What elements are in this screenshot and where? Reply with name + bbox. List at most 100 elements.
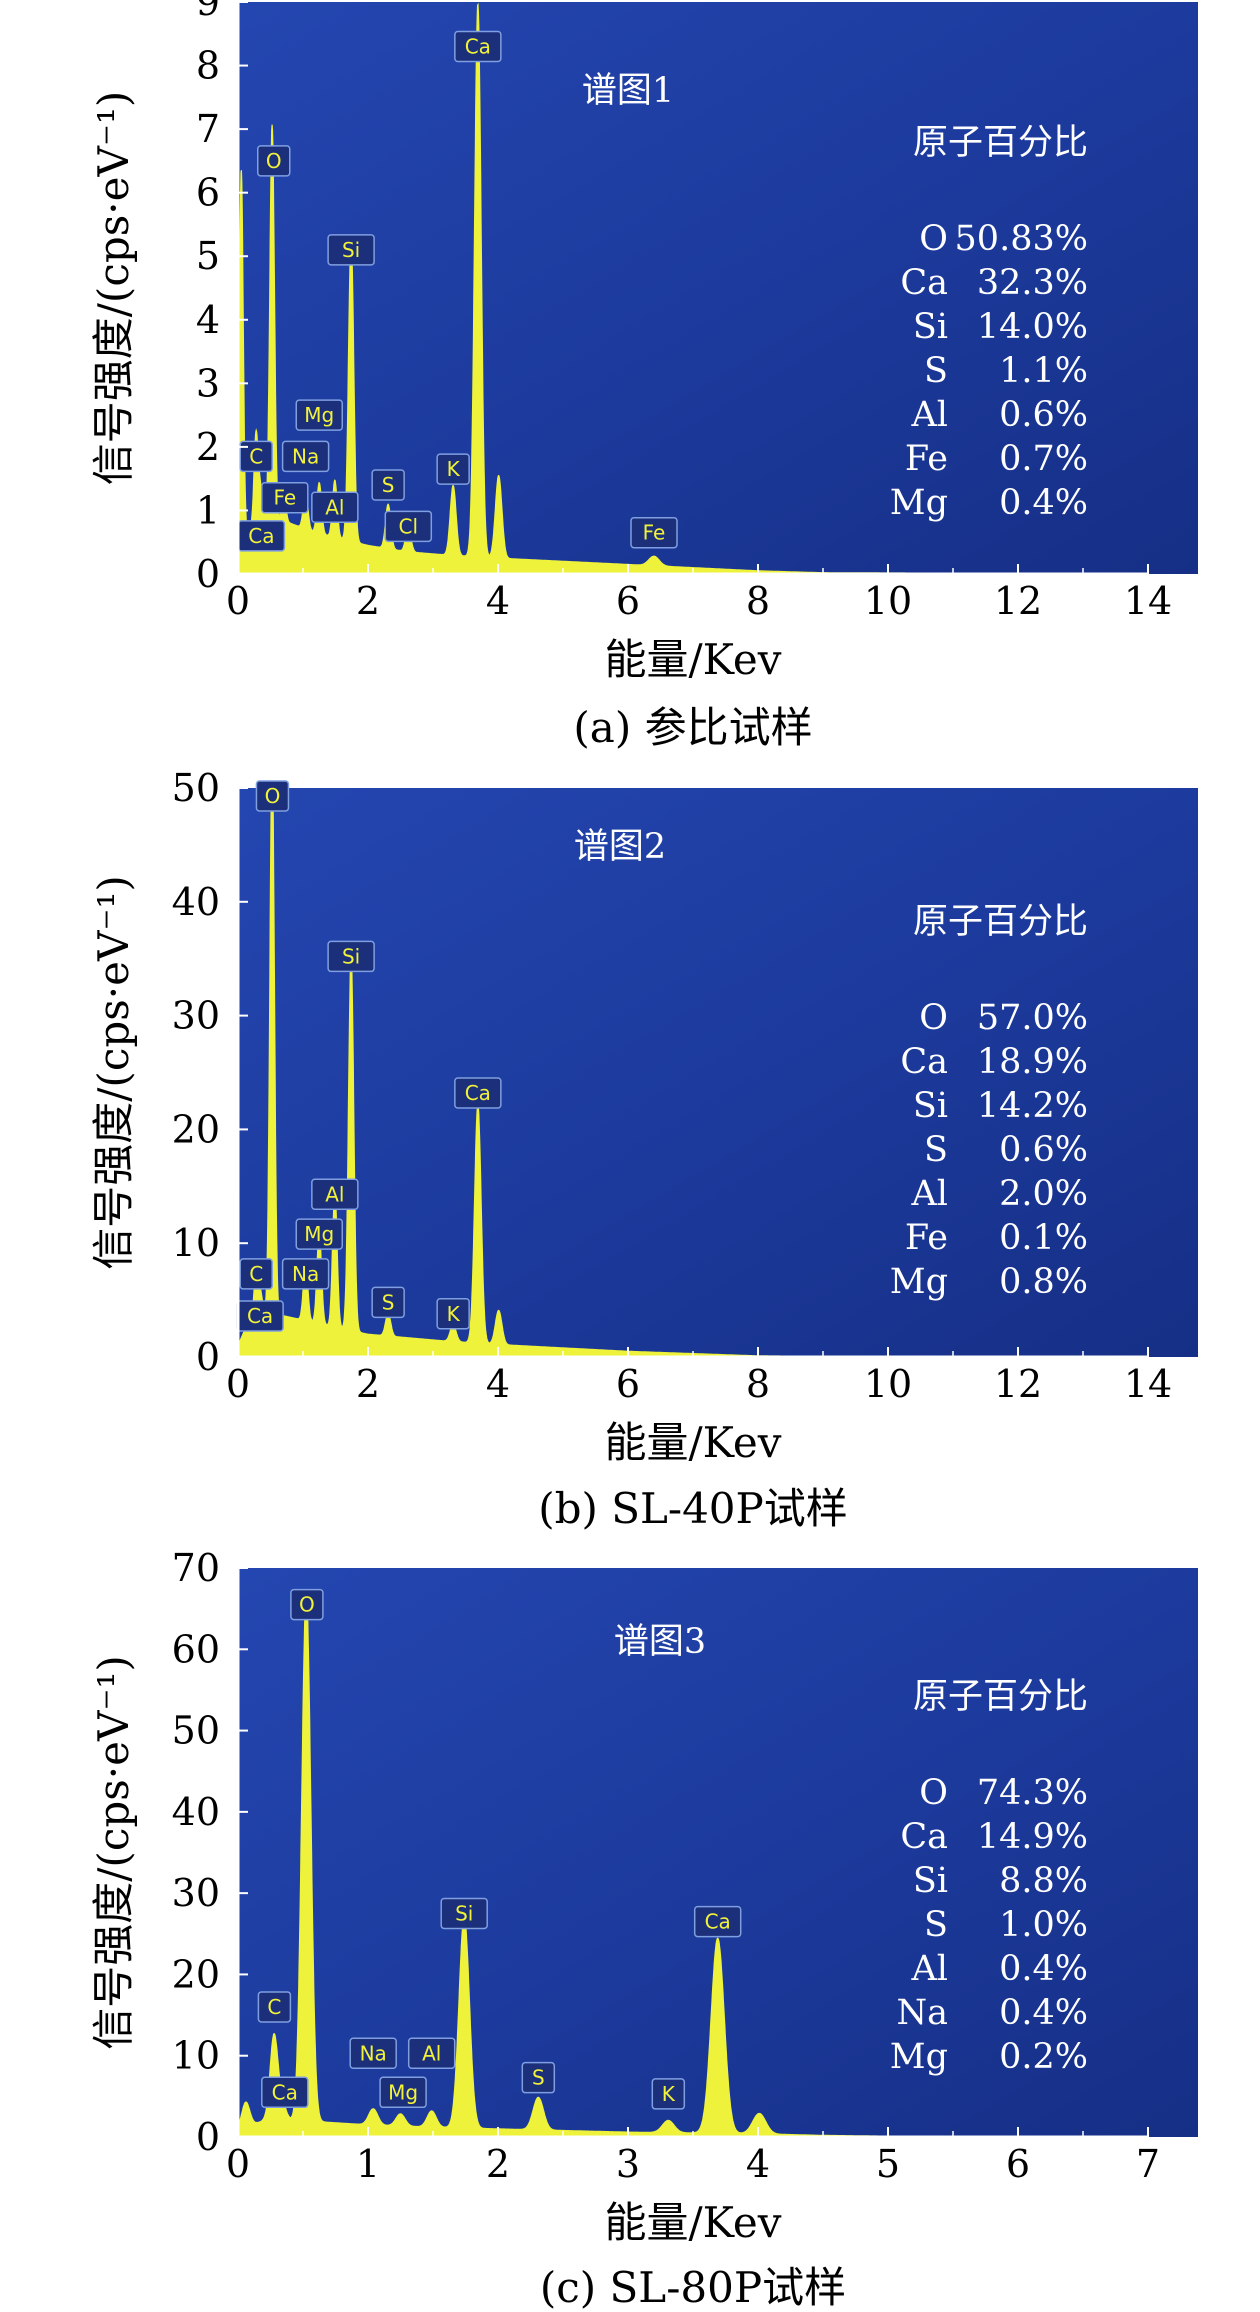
y-tick-label: 30: [172, 1871, 220, 1915]
composition-row: Si 8.8%: [913, 1861, 1088, 1901]
composition-value: 14.2%: [977, 1086, 1088, 1126]
peak-label: K: [651, 2078, 686, 2110]
peak-label: Mg: [295, 399, 343, 431]
composition-element: Na: [897, 1993, 949, 2033]
composition-value: 0.8%: [999, 1262, 1088, 1302]
y-tick-label: 10: [172, 2034, 220, 2078]
composition-value: 14.9%: [977, 1817, 1088, 1857]
y-tick-label: 4: [196, 298, 220, 342]
peak-label-box: [255, 780, 290, 812]
x-axis-label: 能量/Kev: [605, 1418, 782, 1467]
x-tick-label: 8: [746, 1362, 770, 1406]
peak-label: Na: [281, 440, 330, 473]
y-tick-label: 8: [196, 44, 220, 88]
composition-element: Fe: [905, 439, 948, 479]
peak-label: Fe: [630, 516, 678, 549]
y-tick-label: 50: [172, 766, 220, 810]
x-tick-label: 2: [356, 579, 380, 623]
composition-value: 1.0%: [999, 1905, 1088, 1945]
y-tick-label: 40: [172, 880, 220, 924]
peak-label: C: [239, 1258, 273, 1290]
peak-label-box: [371, 1286, 405, 1319]
y-tick-label: 50: [172, 1709, 220, 1753]
composition-row: O 50.83%: [919, 219, 1088, 259]
figure-caption: (b) SL-40P试样: [538, 1484, 848, 1533]
peak-label: S: [371, 1286, 405, 1319]
peak-label: Mg: [379, 2076, 427, 2109]
composition-value: 0.2%: [999, 2037, 1088, 2077]
peak-label: Mg: [295, 1218, 343, 1250]
composition-row: Fe 0.7%: [905, 439, 1088, 479]
y-tick-label: 60: [172, 1627, 220, 1671]
peak-label-box: [693, 1905, 742, 1938]
composition-element: Al: [911, 1949, 948, 1989]
peak-label-box: [239, 440, 273, 473]
composition-row: Ca 14.9%: [900, 1817, 1088, 1857]
composition-title: 原子百分比: [913, 1677, 1088, 1717]
composition-element: Si: [913, 307, 948, 347]
peak-label-text: Na: [360, 2041, 387, 2065]
composition-value: 0.7%: [999, 439, 1088, 479]
composition-element: S: [924, 351, 948, 391]
peak-label-text: Na: [292, 1262, 319, 1286]
composition-element: Fe: [905, 1218, 948, 1258]
peak-label: Ca: [693, 1905, 742, 1938]
peak-label-box: [407, 2037, 456, 2070]
peak-label-text: Ca: [465, 1081, 491, 1105]
peak-label-box: [454, 1077, 502, 1109]
peak-label-text: K: [447, 457, 461, 481]
peak-label: C: [257, 1991, 292, 2023]
composition-element: Si: [913, 1861, 948, 1901]
peak-label-box: [521, 2061, 556, 2094]
peak-label-box: [436, 453, 470, 485]
composition-value: 0.6%: [999, 395, 1088, 435]
composition-element: O: [919, 998, 948, 1038]
peak-label-box: [311, 1178, 359, 1211]
peak-label: Fe: [261, 481, 309, 514]
composition-row: S 0.6%: [924, 1130, 1088, 1170]
x-tick-label: 6: [616, 579, 640, 623]
y-tick-label: 6: [196, 171, 220, 215]
peak-label-box: [440, 1897, 488, 1930]
peak-label-box: [371, 469, 405, 501]
peak-label-box: [290, 1588, 324, 1621]
composition-row: Mg 0.4%: [890, 483, 1088, 523]
composition-row: Si 14.0%: [913, 307, 1088, 347]
x-tick-label: 8: [746, 579, 770, 623]
peak-label-box: [651, 2078, 686, 2110]
peak-label-text: Na: [292, 444, 319, 468]
x-tick-label: 14: [1124, 579, 1172, 623]
composition-value: 0.6%: [999, 1130, 1088, 1170]
peak-label-box: [327, 940, 375, 973]
composition-element: Mg: [890, 483, 948, 523]
peak-label-text: K: [662, 2082, 676, 2106]
y-tick-label: 20: [172, 1952, 220, 1996]
x-axis-label: 能量/Kev: [605, 635, 782, 684]
peak-label-box: [349, 2037, 397, 2070]
x-tick-label: 0: [226, 2142, 250, 2186]
peak-label-text: C: [249, 444, 263, 468]
composition-title: 原子百分比: [913, 123, 1088, 163]
composition-value: 0.4%: [999, 1993, 1088, 2033]
peak-label: Cl: [384, 510, 433, 543]
peak-label-box: [379, 2076, 427, 2109]
x-tick-label: 4: [486, 1362, 510, 1406]
composition-value: 57.0%: [977, 998, 1088, 1038]
peak-label-box: [311, 491, 359, 524]
peak-label: Al: [311, 1178, 359, 1211]
peak-label: S: [521, 2061, 556, 2094]
peak-label: Na: [281, 1258, 330, 1290]
composition-value: 1.1%: [999, 351, 1088, 391]
peak-label-box: [436, 1298, 470, 1330]
composition-value: 50.83%: [955, 219, 1088, 259]
x-tick-label: 14: [1124, 1362, 1172, 1406]
peak-label-text: Mg: [388, 2080, 418, 2104]
composition-value: 2.0%: [999, 1174, 1088, 1214]
spectrum-title: 谱图2: [574, 827, 666, 867]
composition-row: Na 0.4%: [897, 1993, 1089, 2033]
composition-element: Al: [911, 1174, 948, 1214]
peak-label: Ca: [454, 1077, 502, 1109]
peak-label-box: [281, 440, 330, 473]
peak-label-box: [261, 2076, 309, 2109]
